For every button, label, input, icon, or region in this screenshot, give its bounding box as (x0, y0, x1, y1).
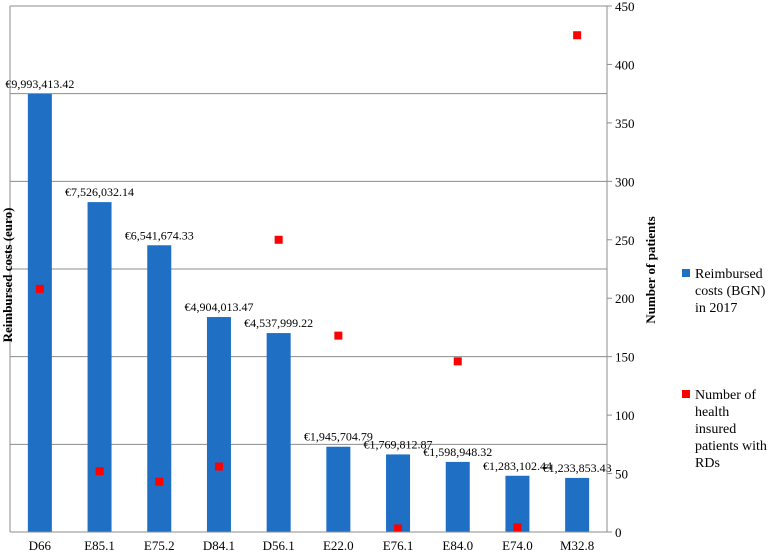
x-tick-label: E85.1 (84, 538, 115, 553)
right-tick-label: 200 (615, 291, 635, 306)
legend-label: Number of health insured patients with RDs (695, 388, 767, 471)
right-tick-label: 400 (615, 57, 635, 72)
legend-label: Reimbursed costs (BGN) in 2017 (695, 267, 766, 316)
x-tick-label: M32.8 (560, 538, 594, 553)
bar (386, 454, 411, 532)
legend: Reimbursed costs (BGN) in 2017 Number of hea… (682, 267, 767, 471)
scatter-point (394, 524, 403, 533)
x-tick-label: D66 (29, 538, 52, 553)
x-tick-label: E84.0 (442, 538, 473, 553)
right-tick-label: 0 (615, 525, 622, 540)
data-label: €9,993,413.42 (5, 77, 74, 91)
legend-swatch (682, 269, 690, 277)
right-tick-label: 50 (615, 467, 628, 482)
right-tick-label: 100 (615, 408, 635, 423)
right-tick-label: 300 (615, 174, 635, 189)
data-label: €4,904,013.47 (184, 300, 253, 314)
data-label: €1,598,948.32 (423, 445, 492, 459)
legend-swatch (682, 390, 690, 398)
x-tick-label: E75.2 (144, 538, 175, 553)
scatter-point (35, 284, 44, 293)
data-label: €1,945,704.79 (304, 430, 373, 444)
x-tick-label: D56.1 (263, 538, 295, 553)
bar (87, 202, 112, 532)
data-label: €1,283,102.44 (483, 459, 552, 473)
x-axis-ticks: D66 E85.1 E75.2 D84.1 D56.1 E22.0 E76.1 E84.0 E7… (29, 538, 595, 553)
scatter-point (95, 467, 104, 476)
scatter-series (35, 31, 582, 533)
left-axis-title: Reimbursed costs (euro) (0, 208, 15, 343)
x-tick-label: E76.1 (383, 538, 414, 553)
bar (505, 475, 530, 532)
scatter-point (334, 331, 343, 340)
bar (326, 446, 351, 532)
data-label: €1,233,853.43 (543, 461, 612, 475)
right-axis-ticks: 0 50 100 150 200 250 300 350 400 450 (607, 0, 635, 540)
bar (27, 93, 52, 532)
right-tick-label: 350 (615, 116, 635, 131)
x-tick-label: D84.1 (203, 538, 235, 553)
data-labels: €9,993,413.42 €7,526,032.14 €6,541,674.33 €… (5, 77, 611, 475)
bar (147, 245, 172, 533)
data-label: €1,769,812.87 (364, 437, 433, 451)
scatter-point (155, 477, 164, 486)
bar (266, 333, 291, 532)
scatter-point (453, 357, 462, 366)
data-label: €7,526,032.14 (65, 185, 134, 199)
scatter-point (513, 523, 522, 532)
bar (445, 461, 470, 532)
scatter-point (214, 462, 223, 471)
axes (9, 6, 608, 533)
data-label: €4,537,999.22 (244, 316, 313, 330)
x-tick-label: E74.0 (502, 538, 533, 553)
bar (206, 317, 231, 532)
bar (565, 477, 590, 532)
right-tick-label: 150 (615, 350, 635, 365)
scatter-point (573, 31, 582, 40)
scatter-point (274, 235, 283, 244)
right-tick-label: 450 (615, 0, 635, 14)
data-label: €6,541,674.33 (125, 228, 194, 242)
right-axis-title: Number of patients (643, 216, 658, 323)
right-tick-label: 250 (615, 233, 635, 248)
x-tick-label: E22.0 (323, 538, 354, 553)
